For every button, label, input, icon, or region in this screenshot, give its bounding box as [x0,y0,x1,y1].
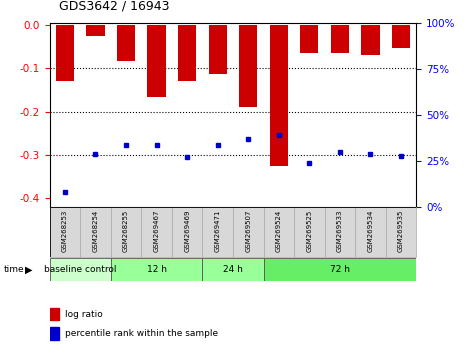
Text: time: time [4,266,25,274]
Bar [324,207,355,257]
Text: log ratio: log ratio [65,310,103,319]
Text: 24 h: 24 h [223,266,243,274]
Text: GSM269533: GSM269533 [337,210,343,252]
Text: GSM269534: GSM269534 [368,210,373,252]
Bar [233,207,263,257]
Text: GSM269467: GSM269467 [154,210,159,252]
Text: 72 h: 72 h [330,266,350,274]
Bar [239,25,257,108]
Text: GSM269524: GSM269524 [276,210,282,252]
Text: GSM269471: GSM269471 [215,210,221,252]
Bar [80,207,111,257]
Text: GSM269507: GSM269507 [245,210,251,252]
Bar [148,25,166,97]
Bar [331,25,349,53]
Text: GSM268253: GSM268253 [62,210,68,252]
Bar [178,25,196,81]
Bar [50,308,59,320]
Text: GSM269535: GSM269535 [398,210,404,252]
Bar [117,25,135,61]
Text: 12 h: 12 h [147,266,166,274]
Bar [202,207,233,257]
Bar [300,25,318,53]
Bar [172,207,202,257]
Text: GSM268254: GSM268254 [93,210,98,252]
Bar [263,207,294,257]
Bar [392,25,410,48]
Bar [294,207,324,257]
Bar [87,25,105,36]
Bar [209,25,227,74]
Bar [56,25,74,81]
Bar [111,207,141,257]
Bar [111,258,202,281]
Bar [361,25,379,55]
Bar [141,207,172,257]
Text: percentile rank within the sample: percentile rank within the sample [65,329,218,338]
Bar [50,207,80,257]
Text: GSM269469: GSM269469 [184,210,190,252]
Text: GDS3642 / 16943: GDS3642 / 16943 [59,0,170,12]
Bar [50,327,59,340]
Bar [50,258,111,281]
Text: GSM269525: GSM269525 [307,210,312,252]
Bar [385,207,416,257]
Text: ▶: ▶ [25,265,32,275]
Text: baseline control: baseline control [44,266,116,274]
Bar [202,258,263,281]
Bar [263,258,416,281]
Bar [355,207,385,257]
Text: GSM268255: GSM268255 [123,210,129,252]
Bar [270,25,288,166]
